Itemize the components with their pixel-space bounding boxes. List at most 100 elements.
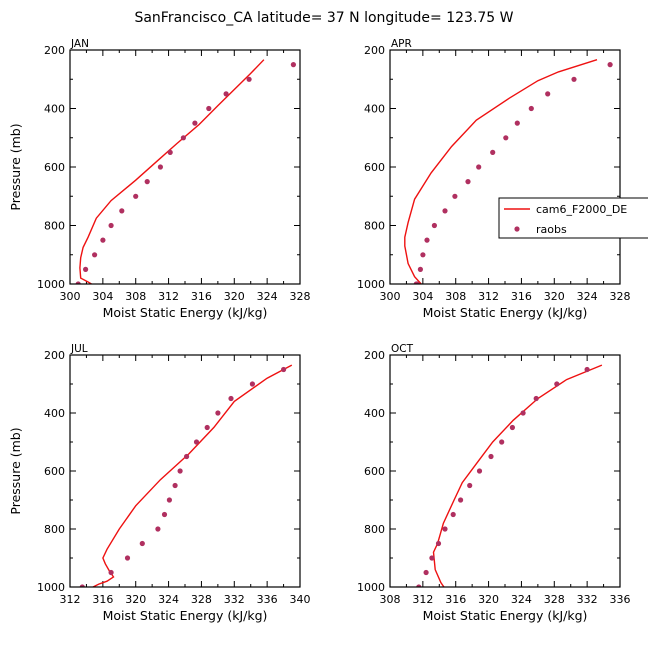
plot-frame: [69, 49, 301, 285]
obs-point: [281, 366, 287, 373]
y-tick-label: 600: [364, 161, 385, 174]
obs-point: [431, 222, 437, 229]
obs-point: [166, 497, 172, 503]
x-tick-label: 328: [191, 593, 212, 606]
x-tick-label: 336: [257, 593, 278, 606]
y-tick-label: 200: [44, 349, 65, 362]
x-axis-label: Moist Static Energy (kJ/kg): [423, 608, 588, 623]
obs-point: [452, 193, 458, 199]
x-tick-label: 312: [478, 290, 499, 303]
obs-point: [193, 439, 200, 445]
y-tick-label: 600: [44, 465, 65, 478]
obs-point: [144, 179, 150, 185]
x-tick-label: 336: [610, 593, 631, 606]
y-tick-label: 200: [364, 44, 385, 57]
obs-point: [206, 105, 212, 112]
plot-area: [79, 364, 293, 587]
obs-point: [458, 497, 464, 503]
legend-box: [498, 197, 648, 239]
x-tick-label: 332: [224, 593, 245, 606]
obs-point: [172, 482, 178, 489]
y-tick-label: 1000: [357, 278, 385, 291]
obs-point: [476, 164, 482, 170]
obs-point: [476, 468, 483, 474]
y-axis-label: Pressure (mb): [8, 123, 23, 210]
obs-point: [420, 252, 426, 258]
x-tick-label: 332: [577, 593, 598, 606]
panel-oct: 308 312 316 320 324 328 332 336 200 400 600 800 1000…: [357, 343, 631, 623]
panel-label-apr: APR: [391, 38, 412, 50]
x-tick-label: 316: [445, 593, 466, 606]
obs-point: [108, 222, 114, 229]
obs-point: [429, 555, 435, 561]
x-tick-label: 304: [92, 290, 113, 303]
x-tick-label: 300: [60, 290, 81, 303]
x-tick-label: 312: [158, 290, 179, 303]
obs-point: [192, 120, 198, 126]
obs-point: [503, 135, 509, 141]
x-axis-label: Moist Static Energy (kJ/kg): [103, 305, 268, 320]
obs-point: [92, 252, 98, 258]
legend: cam6_F2000_DE raobs: [498, 197, 648, 239]
obs-point: [246, 76, 252, 82]
obs-point: [514, 120, 520, 126]
obs-point: [424, 237, 430, 243]
x-tick-label: 328: [290, 290, 311, 303]
obs-point: [423, 569, 429, 576]
legend-obs-marker: [514, 226, 520, 232]
obs-point: [509, 424, 515, 431]
obs-point: [488, 453, 494, 460]
y-tick-label: 800: [44, 523, 65, 536]
x-tick-label: 308: [445, 290, 466, 303]
y-tick-label: 400: [44, 407, 65, 420]
x-tick-label: 308: [380, 593, 401, 606]
obs-point: [450, 511, 456, 518]
y-tick-label: 1000: [357, 581, 385, 594]
obs-point: [157, 164, 163, 170]
model-line: [404, 59, 598, 284]
obs-point: [465, 179, 471, 185]
x-tick-label: 320: [544, 290, 565, 303]
obs-point: [416, 584, 422, 587]
model-line: [79, 59, 265, 284]
y-tick-label: 600: [364, 465, 385, 478]
y-tick-label: 600: [44, 161, 65, 174]
x-tick-label: 320: [478, 593, 499, 606]
obs-point: [100, 237, 106, 243]
y-tick-label: 200: [364, 349, 385, 362]
obs-point: [413, 281, 419, 284]
obs-point: [290, 62, 296, 68]
obs-point: [228, 395, 234, 402]
x-axis-label: Moist Static Energy (kJ/kg): [423, 305, 588, 320]
obs-point: [180, 135, 186, 141]
obs-point: [204, 424, 210, 431]
y-tick-label: 400: [364, 103, 385, 116]
obs-point: [83, 266, 89, 272]
obs-point: [435, 540, 442, 547]
y-axis-label: Pressure (mb): [8, 427, 23, 514]
obs-point: [124, 555, 131, 561]
x-tick-label: 340: [290, 593, 311, 606]
x-tick-label: 300: [380, 290, 401, 303]
legend-obs-label: raobs: [536, 223, 567, 236]
panel-label-jan: JAN: [70, 38, 89, 50]
x-tick-label: 316: [511, 290, 532, 303]
obs-point: [223, 91, 229, 97]
obs-point: [177, 468, 183, 474]
y-tick-label: 1000: [37, 581, 65, 594]
x-tick-label: 324: [257, 290, 278, 303]
obs-point: [167, 149, 173, 155]
x-axis-label: Moist Static Energy (kJ/kg): [103, 608, 268, 623]
obs-point: [554, 381, 560, 387]
obs-point: [584, 366, 590, 373]
obs-point: [155, 526, 161, 532]
plot-frame: [389, 354, 621, 588]
x-tick-label: 320: [224, 290, 245, 303]
model-line: [432, 364, 603, 587]
obs-point: [139, 540, 145, 547]
panel-apr: 300 304 308 312 316 320 324 328 200 400 600 800 1000…: [357, 38, 631, 320]
obs-point: [528, 105, 534, 112]
obs-point: [545, 91, 551, 97]
x-tick-label: 324: [577, 290, 598, 303]
